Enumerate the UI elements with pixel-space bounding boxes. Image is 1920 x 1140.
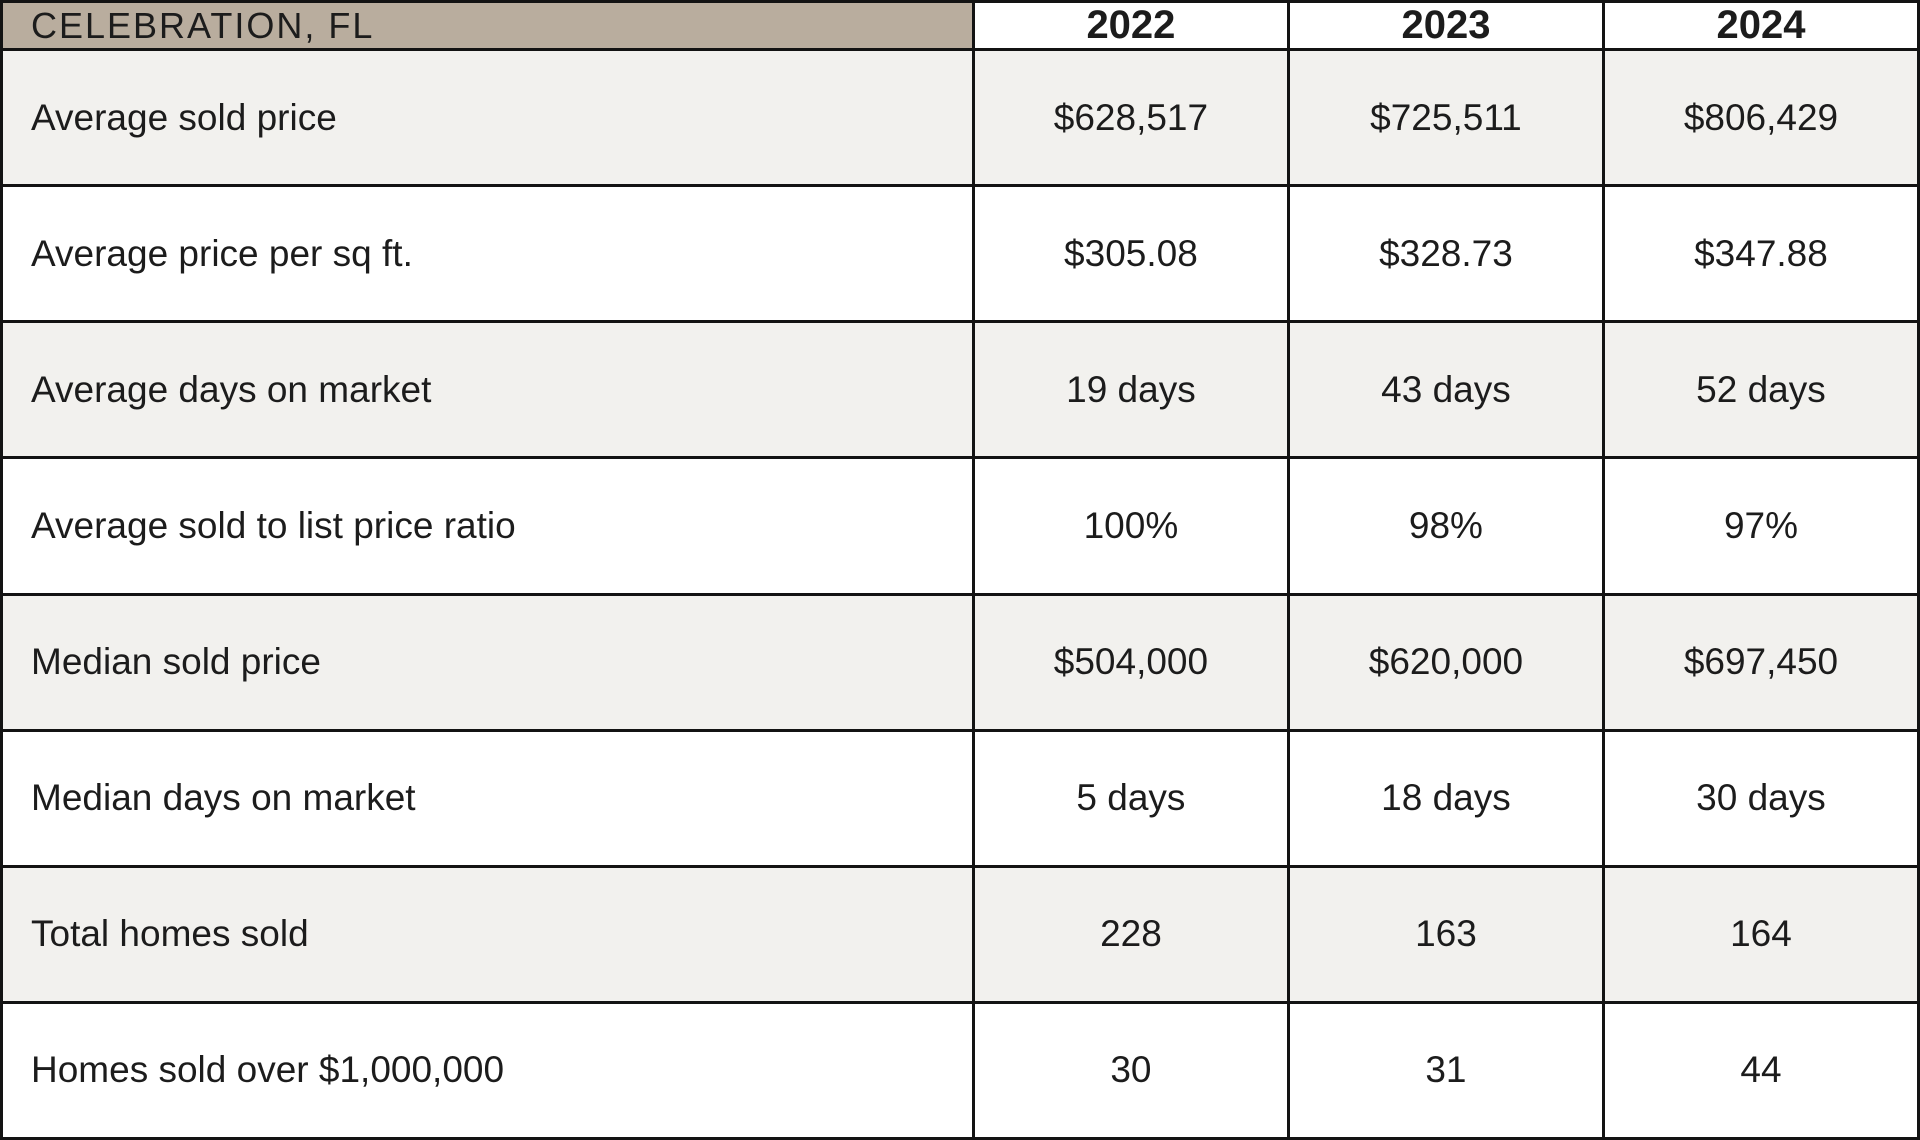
table-row: Average sold to list price ratio 100% 98% 9… [0, 456, 1920, 596]
row-value: 19 days [971, 320, 1290, 460]
row-value: $347.88 [1601, 184, 1920, 324]
row-value: 97% [1601, 456, 1920, 596]
table-row: Average days on market 19 days 43 days 52 d… [0, 320, 1920, 460]
row-value: $806,429 [1601, 47, 1920, 188]
row-value: $328.73 [1286, 184, 1605, 324]
year-header-2023: 2023 [1286, 0, 1605, 51]
row-value: $305.08 [971, 184, 1290, 324]
row-value: 30 [971, 1000, 1290, 1140]
year-header-2022: 2022 [971, 0, 1290, 51]
header-row: CELEBRATION, FL 2022 2023 2024 [0, 0, 1920, 51]
row-value: 31 [1286, 1000, 1605, 1140]
table-row: Median sold price $504,000 $620,000 $697,45… [0, 592, 1920, 732]
table-row: Average price per sq ft. $305.08 $328.73 $3… [0, 184, 1920, 324]
row-value: 164 [1601, 864, 1920, 1004]
row-value: $504,000 [971, 592, 1290, 732]
row-value: $628,517 [971, 47, 1290, 188]
row-value: 98% [1286, 456, 1605, 596]
row-value: 52 days [1601, 320, 1920, 460]
row-value: $697,450 [1601, 592, 1920, 732]
table-row: Homes sold over $1,000,000 30 31 44 [0, 1000, 1920, 1140]
table-title: CELEBRATION, FL [0, 0, 975, 51]
row-label: Median sold price [0, 592, 975, 732]
row-value: 5 days [971, 728, 1290, 868]
row-label: Average sold price [0, 47, 975, 188]
row-value: $725,511 [1286, 47, 1605, 188]
row-value: 228 [971, 864, 1290, 1004]
row-label: Average price per sq ft. [0, 184, 975, 324]
row-value: 43 days [1286, 320, 1605, 460]
table-row: Total homes sold 228 163 164 [0, 864, 1920, 1004]
table-body: Average sold price $628,517 $725,511 $806,4… [0, 47, 1920, 1140]
row-label: Average sold to list price ratio [0, 456, 975, 596]
row-value: 163 [1286, 864, 1605, 1004]
row-value: 100% [971, 456, 1290, 596]
year-header-2024: 2024 [1601, 0, 1920, 51]
row-value: $620,000 [1286, 592, 1605, 732]
table-row: Median days on market 5 days 18 days 30 day… [0, 728, 1920, 868]
row-value: 18 days [1286, 728, 1605, 868]
row-label: Median days on market [0, 728, 975, 868]
row-value: 44 [1601, 1000, 1920, 1140]
row-value: 30 days [1601, 728, 1920, 868]
row-label: Average days on market [0, 320, 975, 460]
row-label: Total homes sold [0, 864, 975, 1004]
table-row: Average sold price $628,517 $725,511 $806,4… [0, 47, 1920, 188]
row-label: Homes sold over $1,000,000 [0, 1000, 975, 1140]
